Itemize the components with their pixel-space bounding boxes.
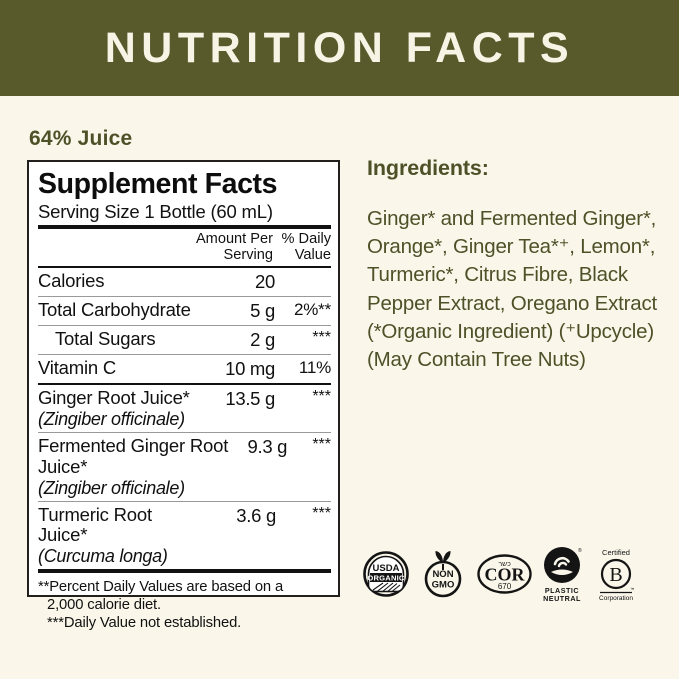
botanical-amount: 13.5 g xyxy=(225,388,275,410)
nutrient-amount: 10 mg xyxy=(225,358,275,380)
botanical-latin-name: (Zingiber officinale) xyxy=(38,477,185,498)
svg-text:®: ® xyxy=(578,547,582,554)
svg-text:כשר: כשר xyxy=(498,560,511,568)
footnote-daily-values-line1: **Percent Daily Values are based on a xyxy=(38,579,284,596)
footnotes: **Percent Daily Values are based on a 2,… xyxy=(38,573,331,632)
cor-kosher-icon: כשר COR 670 xyxy=(477,554,532,594)
svg-text:COR: COR xyxy=(485,565,526,585)
botanical-common-name: Turmeric Root Juice* xyxy=(38,503,152,546)
row-divider xyxy=(38,354,331,356)
ingredients-heading: Ingredients: xyxy=(367,156,489,180)
supplement-facts-title: Supplement Facts xyxy=(38,168,278,200)
row-divider xyxy=(38,500,331,502)
rule-under-headers xyxy=(38,266,331,269)
botanical-name: Turmeric Root Juice* (Curcuma longa) xyxy=(38,503,203,567)
column-headers-row: Amount Per Serving % Daily Value xyxy=(38,229,331,267)
amount-header-line2: Serving xyxy=(223,246,273,263)
serving-size-text: Serving Size 1 Bottle (60 mL) xyxy=(38,200,273,222)
svg-text:Corporation: Corporation xyxy=(599,595,633,602)
plastic-neutral-caption: PLASTIC NEUTRAL xyxy=(542,585,582,604)
row-divider xyxy=(38,432,331,434)
botanical-latin-name: (Zingiber officinale) xyxy=(38,408,185,429)
non-gmo-badge: NON GMO xyxy=(419,548,467,600)
header-band: NUTRITION FACTS xyxy=(0,0,679,96)
supplement-facts-panel: Supplement Facts Serving Size 1 Bottle (… xyxy=(27,160,340,631)
rule-under-serving-size xyxy=(38,224,331,229)
dv-header-line1: % Daily xyxy=(281,230,331,247)
nutrient-amount: 20 xyxy=(255,271,275,293)
nutrient-amount: 5 g xyxy=(250,300,275,322)
daily-value-header: % Daily Value xyxy=(273,230,331,264)
rule-above-footnotes xyxy=(38,569,331,574)
svg-text:670: 670 xyxy=(498,582,512,591)
amount-header-line1: Amount Per xyxy=(195,230,273,247)
nutrient-name: Calories xyxy=(38,270,105,292)
botanical-amount: 3.6 g xyxy=(236,504,276,526)
non-gmo-icon: NON GMO xyxy=(424,551,462,598)
svg-text:™: ™ xyxy=(630,587,635,592)
svg-text:B: B xyxy=(609,564,622,586)
cor-kosher-badge: כשר COR 670 xyxy=(477,553,532,595)
table-row: Calories 20 xyxy=(38,268,331,296)
footnote-not-established: ***Daily Value not established. xyxy=(47,615,242,632)
svg-text:USDA: USDA xyxy=(373,563,400,574)
nutrient-amount: 2 g xyxy=(250,329,275,351)
table-row: Fermented Ginger Root Juice* (Zingiber o… xyxy=(38,433,331,501)
botanical-amount: 9.3 g xyxy=(247,436,288,458)
svg-text:ORGANIC: ORGANIC xyxy=(367,574,405,583)
svg-text:Certified: Certified xyxy=(602,548,630,557)
botanical-name: Fermented Ginger Root Juice* (Zingiber o… xyxy=(38,435,229,498)
botanical-daily-value: *** xyxy=(312,436,332,454)
row-divider xyxy=(38,325,331,327)
svg-text:GMO: GMO xyxy=(432,580,455,591)
dv-header-line2: Value xyxy=(294,246,331,263)
botanical-daily-value: *** xyxy=(312,388,331,406)
botanical-name: Ginger Root Juice* (Zingiber officinale) xyxy=(38,387,201,429)
nutrient-name: Total Carbohydrate xyxy=(38,299,191,321)
page-title: NUTRITION FACTS xyxy=(104,23,575,72)
svg-text:NON: NON xyxy=(432,569,453,580)
botanical-common-name: Ginger Root Juice* xyxy=(38,387,190,409)
botanical-common-name: Fermented Ginger Root Juice* xyxy=(38,435,229,477)
botanical-daily-value: *** xyxy=(312,504,331,522)
table-row: Vitamin C 10 mg 11% xyxy=(38,355,331,383)
nutrient-daily-value: *** xyxy=(312,329,331,347)
nutrient-daily-value: 2%** xyxy=(293,300,331,320)
botanical-latin-name: (Curcuma longa) xyxy=(38,546,168,567)
plastic-neutral-caption-line2: NEUTRAL xyxy=(543,594,581,603)
table-row: Ginger Root Juice* (Zingiber officinale)… xyxy=(38,385,331,432)
certification-badges: USDA ORGANIC NON GMO כשר COR 6 xyxy=(363,543,663,605)
nutrient-daily-value: 11% xyxy=(298,358,331,378)
b-corp-icon: Certified B ™ Corporation xyxy=(599,548,635,602)
rule-above-botanicals xyxy=(38,383,331,386)
footnote-daily-values-line2: 2,000 calorie diet. xyxy=(47,597,161,614)
amount-per-serving-header: Amount Per Serving xyxy=(165,230,273,264)
table-row: Turmeric Root Juice* (Curcuma longa) 3.6… xyxy=(38,502,331,570)
plastic-neutral-badge: ® PLASTIC NEUTRAL xyxy=(542,545,582,604)
ingredients-list: Ginger* and Fermented Ginger*, Orange*, … xyxy=(367,207,658,372)
plastic-neutral-caption-line1: PLASTIC xyxy=(544,585,580,595)
table-row: Total Carbohydrate 5 g 2%** xyxy=(38,297,331,325)
usda-organic-badge: USDA ORGANIC xyxy=(363,551,409,597)
nutrient-name: Vitamin C xyxy=(38,357,117,379)
b-corp-badge: Certified B ™ Corporation xyxy=(592,546,640,602)
nutrient-name: Total Sugars xyxy=(55,328,156,350)
juice-percentage-label: 64% Juice xyxy=(29,127,133,150)
usda-organic-icon: USDA ORGANIC xyxy=(363,551,409,597)
plastic-neutral-icon: ® xyxy=(544,546,582,583)
table-row: Total Sugars 2 g *** xyxy=(38,326,331,354)
row-divider xyxy=(38,296,331,298)
